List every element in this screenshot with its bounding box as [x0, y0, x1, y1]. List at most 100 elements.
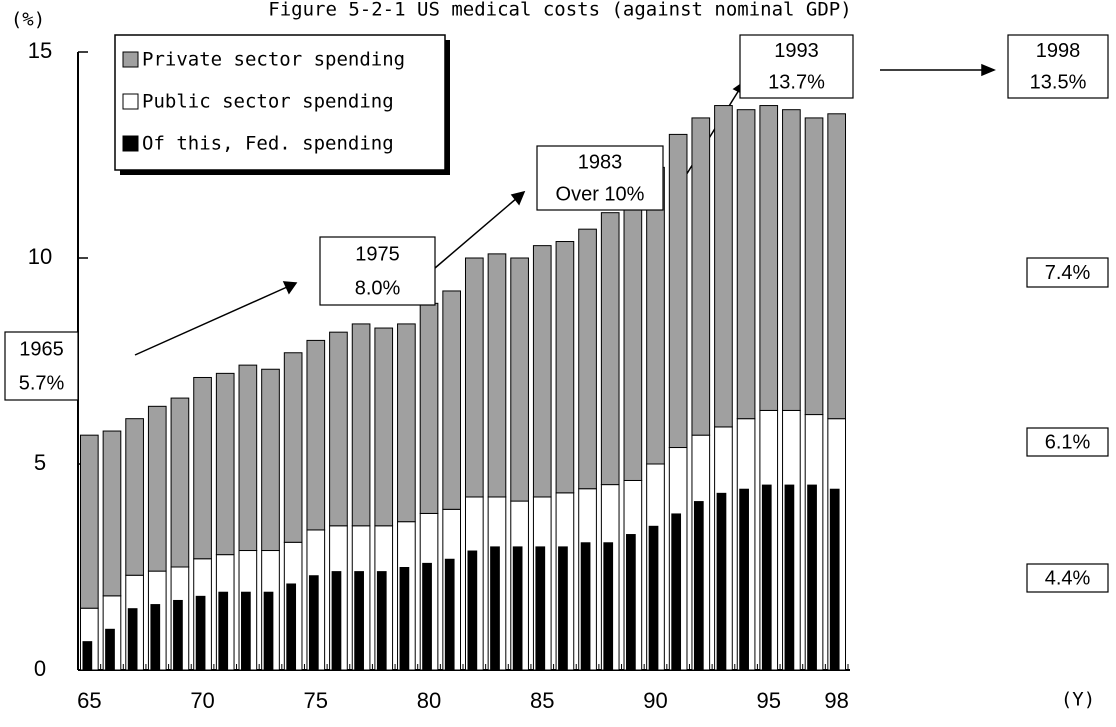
bar-federal	[173, 599, 183, 670]
bar-private	[193, 376, 212, 560]
annotation-box	[1007, 34, 1109, 99]
bar-private	[215, 372, 235, 556]
bar-private	[261, 368, 280, 552]
arrows	[134, 63, 996, 356]
annotation-box	[4, 331, 79, 401]
bar-federal	[241, 591, 251, 670]
bar-private	[419, 302, 439, 514]
bar-federal	[467, 550, 478, 670]
annotation-box	[1026, 563, 1109, 593]
bar-private	[623, 195, 643, 481]
bar-federal	[761, 484, 772, 670]
bar-federal	[490, 546, 500, 670]
bar-federal	[671, 513, 682, 670]
annotation-text: 1975	[355, 243, 400, 265]
bar-federal	[376, 571, 387, 670]
bar-private	[668, 133, 688, 449]
x-tick-label: 65	[77, 688, 101, 713]
annotation-box	[739, 34, 854, 99]
y-tick-label: 10	[28, 244, 52, 269]
bar-federal	[648, 525, 659, 670]
bar-private	[79, 434, 99, 609]
bar-private	[170, 397, 190, 568]
bar-federal	[308, 575, 319, 670]
bar-federal	[580, 542, 591, 670]
y-axis-label: (%)	[11, 9, 45, 31]
bar-private	[442, 290, 462, 510]
x-tick-label: 75	[304, 688, 328, 713]
bar-federal	[512, 546, 523, 670]
bar-federal	[626, 534, 636, 670]
bar-federal	[693, 501, 704, 670]
bar-private	[374, 327, 394, 527]
x-tick-label: 98	[824, 688, 848, 713]
legend-label: Private sector spending	[142, 49, 405, 71]
bar-private	[238, 364, 258, 552]
annotation-text: 4.4%	[1045, 567, 1091, 589]
x-tick-label: 90	[643, 688, 667, 713]
bar-private	[147, 405, 167, 572]
y-tick-label: 15	[28, 38, 52, 63]
annotation-text: Over 10%	[556, 183, 645, 205]
x-axis-label: (Y)	[1061, 689, 1095, 711]
bar-private	[351, 323, 371, 527]
bar-federal	[716, 492, 727, 670]
bar-private	[329, 331, 348, 527]
bar-federal	[331, 571, 342, 670]
annotation-box	[319, 236, 436, 306]
bar-federal	[82, 641, 93, 670]
bar-federal	[150, 604, 161, 670]
bar-federal	[127, 608, 138, 670]
y-tick-label: 0	[34, 656, 46, 681]
bar-federal	[535, 546, 546, 670]
bar-private	[532, 245, 552, 498]
legend-swatch	[122, 93, 139, 110]
bar-private	[578, 228, 597, 490]
bar-private	[102, 430, 122, 597]
bar-federal	[422, 562, 432, 670]
bar-private	[487, 253, 507, 498]
legend-swatch	[122, 135, 139, 152]
bar-federal	[603, 542, 614, 670]
annotation-box	[536, 145, 664, 211]
bar-federal	[558, 546, 568, 670]
annotation-box	[1026, 257, 1109, 288]
annotation-text: 6.1%	[1045, 431, 1091, 453]
bar-federal	[807, 484, 817, 670]
x-tick-label: 70	[190, 688, 214, 713]
legend-label: Of this, Fed. spending	[142, 133, 394, 155]
bar-private	[827, 113, 847, 420]
bar-federal	[263, 591, 274, 670]
bar-federal	[444, 558, 455, 670]
bar-private	[306, 339, 326, 531]
annotation-text: 1998	[1036, 40, 1081, 62]
bar-private	[804, 117, 824, 416]
annotation-text: 13.5%	[1030, 72, 1087, 94]
bar-private	[691, 117, 711, 436]
bar-federal	[399, 567, 410, 670]
bar-private	[782, 109, 801, 411]
bar-federal	[195, 595, 206, 670]
bar-private	[646, 166, 665, 465]
bar-federal	[784, 484, 795, 670]
x-tick-label: 95	[756, 688, 780, 713]
bar-federal	[286, 583, 297, 670]
bar-private	[283, 352, 303, 543]
annotation-text: 1993	[774, 40, 819, 62]
bar-private	[555, 241, 575, 494]
annotation-text: 8.0%	[355, 277, 401, 299]
bar-federal	[105, 628, 115, 670]
bar-private	[600, 212, 620, 486]
bar-private	[125, 418, 144, 576]
annotation-text: 1983	[578, 151, 623, 173]
y-tick-label: 5	[34, 450, 46, 475]
legend-swatch	[122, 51, 139, 68]
bar-private	[397, 323, 416, 523]
x-tick-label: 80	[417, 688, 441, 713]
bar-private	[736, 109, 756, 420]
bar-private	[714, 105, 733, 428]
annotation-text: 7.4%	[1045, 262, 1091, 284]
bar-private	[510, 257, 529, 502]
bar-private	[759, 105, 779, 411]
bar-federal	[218, 591, 229, 670]
